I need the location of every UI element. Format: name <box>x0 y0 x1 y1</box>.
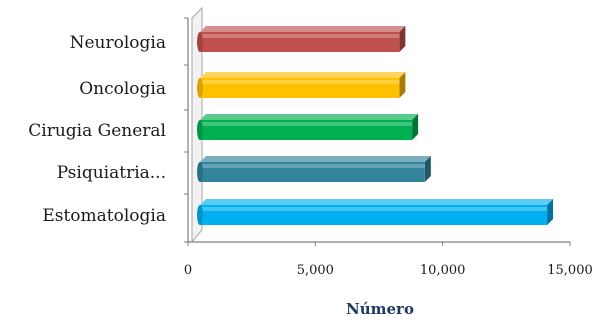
bar-estomatologia <box>197 199 554 225</box>
category-label: Neurologia <box>70 33 166 53</box>
x-axis-title: Número <box>346 300 414 318</box>
bar-top-face <box>200 72 406 78</box>
bar-front-face <box>200 120 413 140</box>
bar-top-face <box>200 114 419 120</box>
x-tick-label: 5,000 <box>297 263 334 278</box>
bar-oncologia <box>197 72 406 98</box>
bar-highlight <box>200 164 425 168</box>
bar-end-face <box>399 72 406 98</box>
side-wall <box>191 6 203 244</box>
bar-highlight <box>200 34 400 38</box>
x-tick-label: 10,000 <box>420 263 466 278</box>
bar-start-cap <box>197 162 203 182</box>
bar-front-face <box>200 205 548 225</box>
x-tick-label: 15,000 <box>547 263 593 278</box>
bar-highlight <box>200 207 548 211</box>
bar-top-face <box>200 199 554 205</box>
x-axis: 0 5,000 10,000 15,000 <box>184 241 593 278</box>
category-label: Oncologia <box>79 79 166 99</box>
bar-psiquiatria <box>197 156 431 182</box>
bar-end-face <box>399 26 406 52</box>
bar-start-cap <box>197 205 203 225</box>
bar-front-face <box>200 32 400 52</box>
category-label: Estomatologia <box>42 206 166 226</box>
category-label: Psiquiatria... <box>57 163 166 183</box>
bar-end-face <box>412 114 419 140</box>
bar-neurologia <box>197 26 406 52</box>
bar-start-cap <box>197 32 203 52</box>
bar-top-face <box>200 26 406 32</box>
bar-end-face <box>547 199 554 225</box>
category-label: Cirugia General <box>28 121 166 141</box>
bars-group <box>197 26 554 225</box>
bar-front-face <box>200 162 425 182</box>
chart-back-wall <box>184 6 203 244</box>
category-labels: Neurologia Oncologia Cirugia General Psiqui… <box>28 33 166 226</box>
x-tick-label: 0 <box>184 263 192 278</box>
bar-front-face <box>200 78 400 98</box>
bar-start-cap <box>197 78 203 98</box>
bar-highlight <box>200 80 400 84</box>
bar-top-face <box>200 156 431 162</box>
bar-cirugia-general <box>197 114 419 140</box>
bar-highlight <box>200 122 413 126</box>
bar-end-face <box>424 156 431 182</box>
bar-start-cap <box>197 120 203 140</box>
